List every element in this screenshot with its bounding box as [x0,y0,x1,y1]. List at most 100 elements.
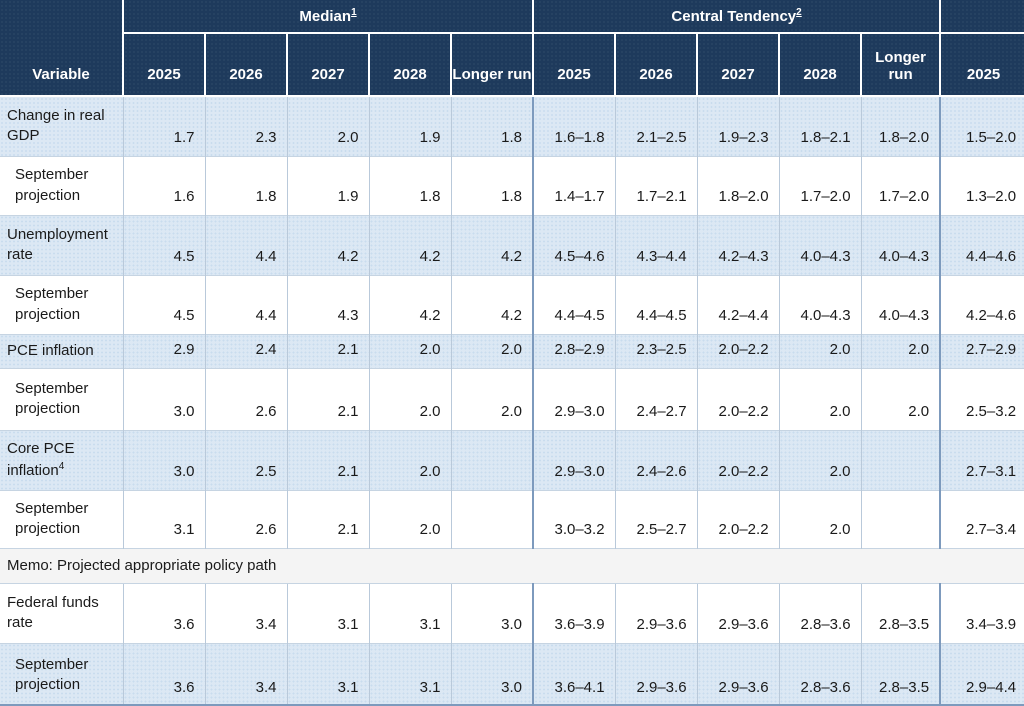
value-cell: 2.0–2.2 [696,367,780,430]
row-label-text: September projection [15,379,89,417]
value-cell: 2.7–2.9 [939,333,1024,368]
value-cell: 3.0 [450,582,534,643]
value-cell: 2.4–2.6 [614,429,698,490]
value-cell: 4.4–4.6 [939,214,1024,275]
value-cell: 2.1 [286,489,369,548]
value-cell: 4.2 [450,274,534,334]
value-cell: 2.9–3.6 [614,582,698,643]
table-row: Unemployment rate 4.5 4.4 4.2 4.2 4.2 4.5–4.6 4… [0,214,1024,275]
value-cell: 3.1 [368,642,451,704]
value-cell: 3.1 [286,642,369,704]
value-cell: 2.5–3.2 [939,367,1024,430]
ct-year-2028-header: 2028 [778,32,863,97]
value-cell: 4.0–4.3 [778,214,862,275]
value-cell: 4.2–4.6 [939,274,1024,334]
table-row: Core PCE inflation4 3.0 2.5 2.1 2.0 2.9–3.0 2.… [0,429,1024,490]
value-cell: 4.3 [286,274,369,334]
value-cell: 1.7 [122,95,205,156]
value-cell: 2.0 [778,367,862,430]
value-cell: 2.0 [860,333,941,368]
row-label: Core PCE inflation4 [0,429,123,490]
table-row: Federal funds rate 3.6 3.4 3.1 3.1 3.0 3.6–3.9… [0,582,1024,643]
memo-label: Memo: Projected appropriate policy path [0,547,1024,584]
value-cell: 2.0 [860,367,941,430]
value-cell: 3.6–4.1 [532,642,616,704]
value-cell: 3.0 [122,367,205,430]
value-cell: 2.1–2.5 [614,95,698,156]
value-cell: 2.0 [368,367,451,430]
value-cell: 2.5–2.7 [614,489,698,548]
value-cell: 2.6 [204,367,287,430]
value-cell: 2.9–4.4 [939,642,1024,704]
table-row: September projection 1.6 1.8 1.9 1.8 1.8 1.4–1… [0,155,1024,215]
value-cell: 4.4 [204,214,287,275]
value-cell: 4.2 [450,214,534,275]
value-cell: 1.9 [286,155,369,215]
table-row: September projection 3.1 2.6 2.1 2.0 3.0–3.2 2… [0,489,1024,548]
value-cell: 4.0–4.3 [860,214,941,275]
row-label: Federal funds rate [0,582,123,643]
value-cell: 1.5–2.0 [939,95,1024,156]
value-cell: 4.2–4.4 [696,274,780,334]
value-cell: 1.7–2.0 [860,155,941,215]
value-cell: 3.0–3.2 [532,489,616,548]
row-label-text: September projection [15,499,89,537]
value-cell: 1.9–2.3 [696,95,780,156]
value-cell: 2.0 [286,95,369,156]
group-header-row: Variable Median1 Central Tendency2 [0,0,1024,97]
value-cell: 2.0–2.2 [696,429,780,490]
value-cell: 2.3 [204,95,287,156]
value-cell: 2.8–3.5 [860,642,941,704]
value-cell: 4.4–4.5 [614,274,698,334]
value-cell: 2.4–2.7 [614,367,698,430]
value-cell: 2.3–2.5 [614,333,698,368]
value-cell [450,489,534,548]
table-row: Change in real GDP 1.7 2.3 2.0 1.9 1.8 1.6–1.8… [0,95,1024,156]
median-longer-run-header: Longer run [449,32,535,97]
central-tendency-footnote-link[interactable]: 2 [796,7,802,18]
value-cell: 1.3–2.0 [939,155,1024,215]
value-cell: 1.8–2.0 [696,155,780,215]
value-cell: 3.1 [368,582,451,643]
value-cell: 1.7–2.1 [614,155,698,215]
median-footnote-link[interactable]: 1 [351,7,357,18]
row-label: September projection [0,367,123,430]
value-cell: 1.8 [450,155,534,215]
central-tendency-group-header: Central Tendency2 [532,0,942,34]
value-cell: 2.1 [286,333,369,368]
row-label: September projection [0,155,123,215]
value-cell: 2.0 [778,489,862,548]
row-label-text: Change in real GDP [7,107,105,145]
median-year-2025-header: 2025 [122,32,206,97]
value-cell: 3.6 [122,582,205,643]
value-cell: 3.6–3.9 [532,582,616,643]
value-cell: 3.6 [122,642,205,704]
value-cell: 2.8–3.5 [860,582,941,643]
median-group-header: Median1 [121,0,535,34]
row-label-text: PCE inflation [7,341,94,359]
value-cell [450,429,534,490]
table-body: Change in real GDP 1.7 2.3 2.0 1.9 1.8 1.6–1.8… [0,95,1024,704]
row-label: September projection [0,274,123,334]
value-cell: 1.8 [204,155,287,215]
value-cell [860,489,941,548]
value-cell: 2.0–2.2 [696,489,780,548]
table-row: September projection 4.5 4.4 4.3 4.2 4.2 4.4–4… [0,274,1024,334]
row-label-text: Unemployment rate [7,225,108,263]
range-year-2025-header: 2025 [939,32,1024,97]
value-cell: 2.0 [368,429,451,490]
value-cell: 2.9–3.6 [696,642,780,704]
value-cell: 1.4–1.7 [532,155,616,215]
value-cell: 1.8–2.1 [778,95,862,156]
value-cell: 4.2 [286,214,369,275]
value-cell: 4.5–4.6 [532,214,616,275]
median-year-2028-header: 2028 [368,32,452,97]
value-cell: 4.4–4.5 [532,274,616,334]
value-cell: 2.1 [286,429,369,490]
row-label-text: September projection [15,655,89,693]
value-cell: 1.8 [368,155,451,215]
value-cell: 2.4 [204,333,287,368]
value-cell: 4.4 [204,274,287,334]
row-label: September projection [0,642,123,704]
value-cell: 2.8–3.6 [778,642,862,704]
